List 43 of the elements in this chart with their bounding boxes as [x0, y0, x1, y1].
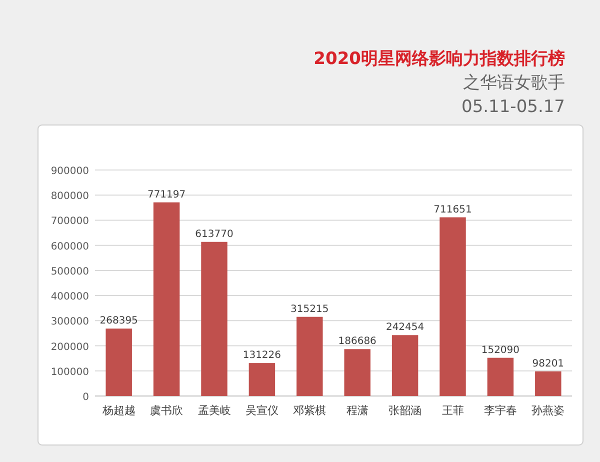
x-tick-label: 吴宣仪 [245, 404, 278, 417]
x-tick-label: 李宇春 [484, 404, 517, 417]
data-label: 98201 [532, 358, 564, 370]
y-tick-label: 500000 [50, 266, 89, 278]
y-tick-label: 400000 [50, 292, 89, 303]
y-tick-label: 300000 [50, 316, 89, 328]
bar [153, 202, 180, 396]
chart-title: 2020明星网络影响力指数排行榜 [314, 49, 565, 69]
y-tick-label: 800000 [50, 191, 89, 202]
data-label: 613770 [195, 228, 234, 240]
data-label: 242454 [386, 322, 424, 334]
data-label: 186686 [338, 336, 376, 348]
x-tick-label: 孙燕姿 [532, 404, 565, 417]
bar [344, 349, 370, 396]
y-tick-label: 900000 [50, 166, 89, 177]
chart-subtitle: 之华语女歌手 [463, 73, 565, 93]
data-label: 711651 [434, 204, 472, 216]
data-label: 131226 [242, 350, 282, 362]
bar [296, 316, 323, 396]
text: 05.11-05.17 [462, 97, 565, 117]
y-tick-label: 100000 [50, 366, 89, 378]
y-tick-label: 200000 [50, 342, 89, 353]
x-tick-label: 张韶涵 [388, 404, 422, 417]
bar [106, 328, 132, 396]
x-tick-label: 邓紫棋 [293, 404, 326, 417]
x-tick-label: 王菲 [442, 404, 464, 417]
y-tick-label: 700000 [50, 216, 89, 228]
x-tick-label: 虞书欣 [150, 404, 184, 417]
bar [392, 335, 418, 396]
data-label: 771197 [147, 189, 186, 200]
bar [201, 242, 228, 396]
y-tick-label: 0 [82, 392, 89, 403]
x-tick-label: 程潇 [346, 404, 368, 417]
bar [248, 363, 276, 396]
bar [535, 371, 562, 396]
bar [487, 358, 514, 396]
data-label: 152090 [481, 344, 520, 356]
y-tick-label: 600000 [50, 241, 89, 252]
data-label: 315215 [290, 304, 329, 315]
x-tick-label: 杨超越 [101, 404, 136, 417]
x-tick-label: 孟美岐 [198, 404, 231, 417]
bar [440, 217, 466, 396]
data-label: 268395 [100, 316, 138, 327]
